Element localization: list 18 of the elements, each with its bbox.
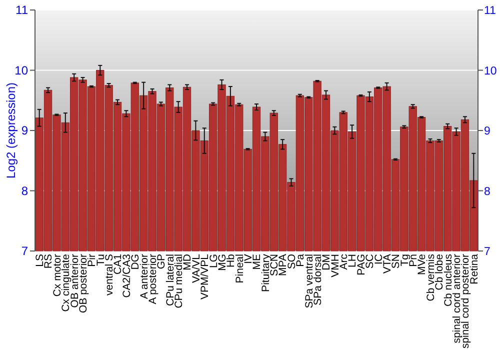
x-tick-label: SPa dorsal: [312, 254, 324, 306]
y2-tick-label: 7: [484, 246, 490, 258]
y2-tick-label: 9: [484, 126, 490, 138]
y2-tick-label: 8: [484, 186, 490, 198]
y-tick-label: 7: [21, 244, 28, 258]
x-tick-label: SO: [286, 254, 298, 270]
x-tick-label: A posterior: [146, 254, 159, 304]
y2-tick-label: 11: [484, 5, 496, 18]
y2-tick-label: 10: [484, 65, 497, 78]
y-tick-label: 9: [21, 124, 28, 138]
x-tick-label: RS: [42, 254, 55, 269]
x-tick-label: DG: [130, 254, 142, 270]
y-tick-label: 10: [14, 63, 28, 78]
y-tick-label: 11: [16, 3, 28, 18]
y-axis-title: Log2 (expression): [4, 82, 18, 179]
y-tick-label: 8: [21, 184, 28, 198]
x-tick-label: Tg: [398, 254, 411, 266]
x-tick-label: OB posterior: [77, 254, 90, 313]
